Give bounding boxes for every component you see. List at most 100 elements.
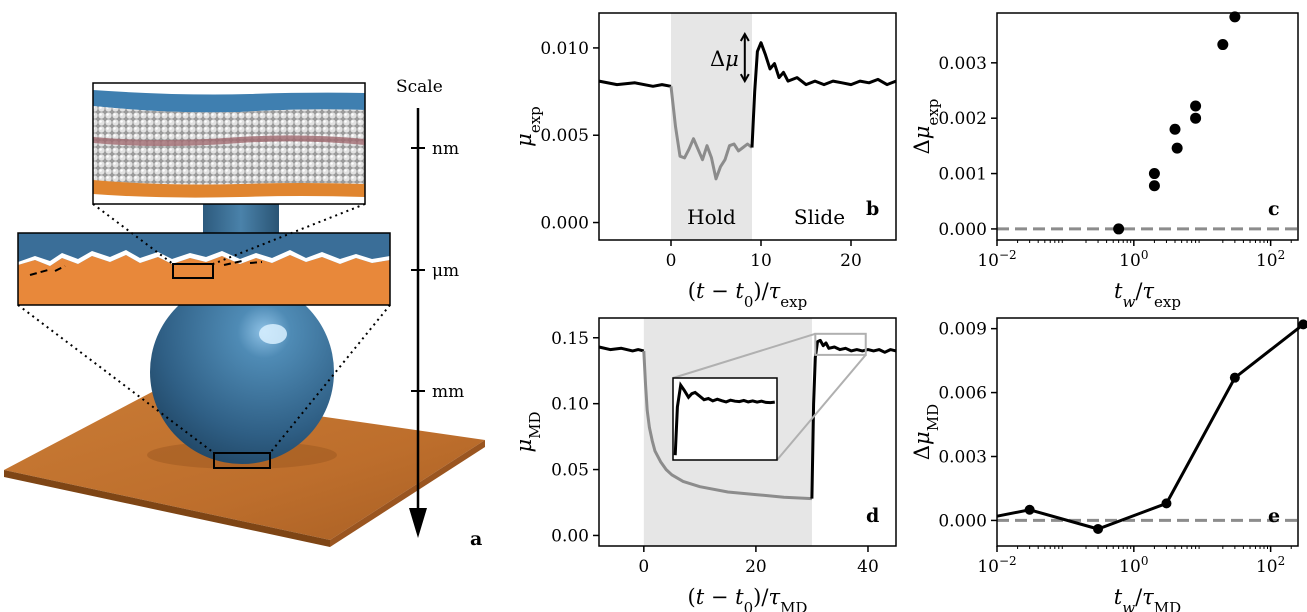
x-axis-label-part: )/: [753, 279, 769, 303]
series-hold-line: [642, 350, 812, 501]
x-tick-label: 0: [638, 557, 649, 577]
delta-mu-annotation-part: μ: [725, 47, 739, 71]
y-tick-label-part: 0.003: [938, 54, 987, 74]
y-axis-label: μMD: [512, 411, 544, 452]
y-axis-label-part: exp: [924, 99, 942, 126]
slide-label: Slide: [794, 205, 845, 229]
x-axis-label-part: 0: [744, 599, 754, 612]
x-axis-label-part: (: [688, 585, 696, 609]
x-axis-label-part: t: [735, 279, 744, 303]
y-axis-label-part: Δ: [910, 445, 934, 460]
data-point: [1229, 372, 1240, 383]
x-tick-label-part: 10: [1119, 251, 1141, 271]
x-axis-label-part: )/: [753, 585, 769, 609]
substrate-plate-edge: [4, 470, 330, 547]
y-tick-label: 0.005: [540, 126, 589, 146]
zoom-lines-nano: [92, 203, 366, 265]
x-axis-label-part: τ: [768, 585, 780, 609]
y-tick-label-part: 0.010: [540, 39, 589, 59]
micro-zoom-gap: [18, 250, 390, 266]
data-point: [1190, 112, 1202, 124]
y-tick-label-part: 0.009: [938, 320, 987, 340]
y-axis-label-part: Δ: [910, 139, 934, 154]
x-tick-label: 100: [1119, 248, 1148, 271]
x-axis-label-part: MD: [780, 599, 807, 612]
x-axis-label-part: w: [1122, 293, 1135, 311]
x-tick-label-part: 10: [977, 251, 999, 271]
delta-mu-arrow-head-bottom: [739, 73, 750, 84]
x-tick-label-part: 40: [857, 557, 879, 577]
y-tick-label-part: 0.002: [938, 109, 987, 129]
y-tick-label: 0.00: [551, 526, 589, 546]
series-slide-line: [750, 41, 897, 148]
x-axis-label-part: w: [1122, 599, 1135, 612]
x-tick-label-part: −2: [999, 554, 1017, 568]
x-axis-label: (t − t0)/τexp: [688, 279, 807, 311]
x-axis-label-part: exp: [1154, 293, 1181, 311]
nano-zoom-frame: [92, 82, 366, 205]
axes-frame: [598, 317, 897, 547]
y-tick-label-part: 0.15: [551, 329, 589, 349]
x-axis-label-part: −: [704, 585, 735, 609]
y-tick-label-part: 0.05: [551, 461, 589, 481]
y-axis-label-part: μ: [512, 133, 536, 147]
x-axis-label-part: t: [1114, 585, 1123, 609]
scale-arrow-head: [409, 508, 427, 538]
y-tick-label: 0.15: [551, 329, 589, 349]
nano-zoom-interface: [92, 135, 366, 146]
delta-mu-arrow-head-top: [739, 31, 750, 42]
y-tick-label: 0.010: [540, 39, 589, 59]
x-axis-label-part: MD: [1154, 599, 1181, 612]
sphere-probe: [150, 280, 334, 464]
scale-mark-um: μm: [432, 261, 459, 281]
panel-d-letter: d: [866, 505, 879, 527]
hold-label: Hold: [687, 205, 736, 229]
x-axis-label: tw/τexp: [1114, 279, 1181, 311]
y-tick-label-part: 0.005: [540, 126, 589, 146]
panel-d-letter-part: d: [866, 505, 879, 527]
y-tick-label: 0.10: [551, 395, 589, 415]
x-axis-label-part: t: [735, 585, 744, 609]
series-slide-line: [810, 338, 897, 499]
delta-mu-annotation: Δμ: [710, 47, 739, 71]
y-tick-label: 0.003: [938, 54, 987, 74]
panel-e-letter-part: e: [1268, 505, 1280, 527]
axes-frame: [598, 12, 897, 241]
x-tick-label: 10: [750, 251, 772, 271]
x-tick-label: 10−2: [977, 554, 1016, 577]
y-axis-label-part: MD: [526, 411, 544, 438]
hold-region-shade: [671, 13, 752, 240]
x-tick-label-part: 2: [1278, 248, 1286, 262]
x-axis-label-part: 0: [744, 293, 754, 311]
x-tick-label: 102: [1256, 248, 1285, 271]
series-before-line: [598, 345, 645, 353]
data-point: [1298, 319, 1307, 330]
x-axis-label-part: −: [704, 279, 735, 303]
x-axis-label-part: (: [688, 279, 696, 303]
y-tick-label-part: 0.001: [938, 165, 987, 185]
y-tick-label: 0.009: [938, 320, 987, 340]
y-tick-label-part: 0.000: [540, 214, 589, 234]
y-tick-label-part: 0.006: [938, 384, 987, 404]
x-axis-label-part: τ: [769, 279, 781, 303]
y-tick-label-part: 0.000: [938, 511, 987, 531]
x-axis-label: (t − t0)/τMD: [688, 585, 808, 612]
inset-frame: [672, 377, 778, 461]
y-axis-label: ΔμMD: [910, 404, 942, 460]
inset-source-box: [814, 332, 867, 356]
micro-zoom-orange: [18, 255, 390, 305]
panel-b-letter-part: b: [866, 198, 879, 220]
y-axis-label: Δμexp: [910, 99, 942, 155]
x-tick-label-part: 10: [977, 557, 999, 577]
x-axis-label-part: τ: [1142, 279, 1154, 303]
hold-label-part: Hold: [687, 205, 736, 229]
series-before-line: [598, 79, 672, 88]
x-tick-label-part: 20: [840, 251, 862, 271]
x-axis-label-part: t: [1114, 279, 1123, 303]
x-tick-label-part: −2: [999, 248, 1017, 262]
panel-c-letter: c: [1268, 198, 1280, 220]
data-point: [1229, 11, 1241, 23]
y-tick-label: 0.000: [938, 511, 987, 531]
